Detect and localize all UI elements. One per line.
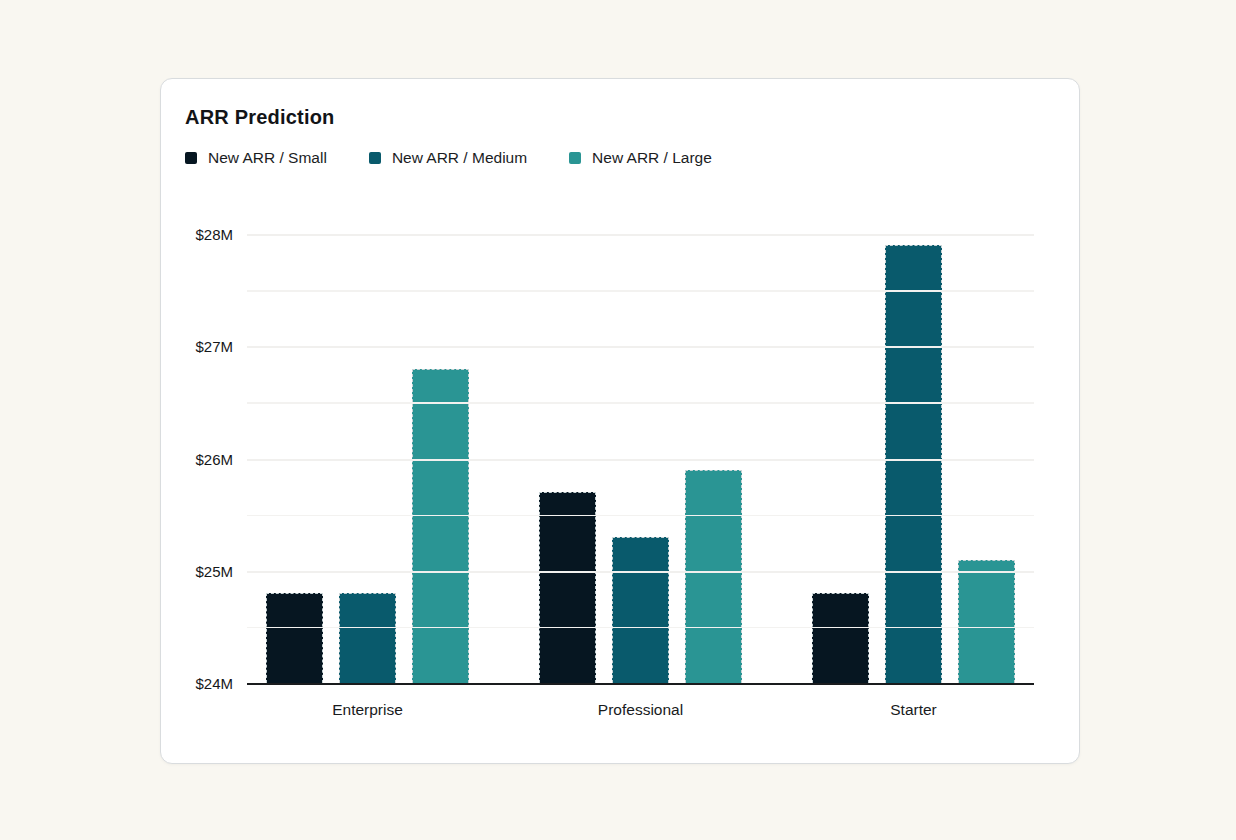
bar-new-arr-large-enterprise[interactable] [412, 369, 469, 683]
y-axis-tick-label: $24M [183, 675, 233, 692]
bar-new-arr-medium-starter[interactable] [885, 245, 942, 683]
y-axis-tick-label: $25M [183, 562, 233, 579]
legend-swatch-icon [569, 152, 581, 164]
bar-cluster-enterprise: Enterprise [266, 369, 469, 683]
page-background: { "page": { "background": "#f9f7f1" }, "… [0, 0, 1236, 840]
bar-new-arr-small-professional[interactable] [539, 492, 596, 683]
y-axis-tick-label: $28M [183, 226, 233, 243]
bar-new-arr-large-professional[interactable] [685, 470, 742, 683]
gridline-minor [247, 290, 1034, 292]
x-axis-category-label: Starter [890, 701, 937, 719]
bar-new-arr-small-enterprise[interactable] [266, 593, 323, 683]
legend-item-new-arr-small[interactable]: New ARR / Small [185, 149, 327, 167]
y-axis-tick-label: $27M [183, 338, 233, 355]
bar-cluster-professional: Professional [539, 470, 742, 683]
legend-item-new-arr-medium[interactable]: New ARR / Medium [369, 149, 527, 167]
y-axis-tick-label: $26M [183, 450, 233, 467]
bar-new-arr-small-starter[interactable] [812, 593, 869, 683]
gridline-25 [247, 571, 1034, 573]
legend-swatch-icon [369, 152, 381, 164]
legend-swatch-icon [185, 152, 197, 164]
legend-item-label: New ARR / Small [208, 149, 327, 167]
gridline-26 [247, 459, 1034, 461]
gridline-27 [247, 346, 1034, 348]
arr-prediction-card: ARR Prediction New ARR / SmallNew ARR / … [160, 78, 1080, 764]
legend-item-label: New ARR / Large [592, 149, 712, 167]
bar-new-arr-large-starter[interactable] [958, 560, 1015, 684]
gridline-minor [247, 515, 1034, 517]
chart-title: ARR Prediction [185, 106, 334, 129]
bar-cluster-starter: Starter [812, 245, 1015, 683]
x-axis-category-label: Professional [598, 701, 683, 719]
legend-item-label: New ARR / Medium [392, 149, 527, 167]
gridline-minor [247, 402, 1034, 404]
bar-new-arr-medium-professional[interactable] [612, 537, 669, 683]
legend-item-new-arr-large[interactable]: New ARR / Large [569, 149, 712, 167]
gridline-minor [247, 627, 1034, 629]
chart-legend: New ARR / Small New ARR / Medium New ARR /… [185, 149, 712, 167]
bar-new-arr-medium-enterprise[interactable] [339, 593, 396, 683]
gridline-28 [247, 234, 1034, 236]
plot-area: EnterpriseProfessionalStarter $24M$25M$2… [247, 234, 1034, 685]
x-axis-category-label: Enterprise [332, 701, 403, 719]
